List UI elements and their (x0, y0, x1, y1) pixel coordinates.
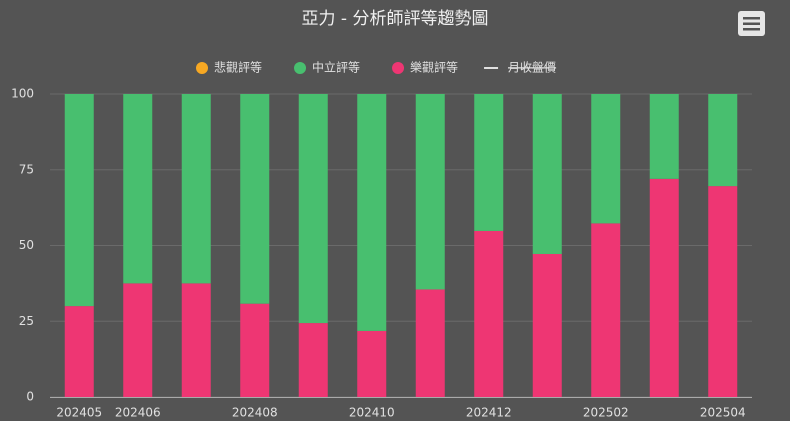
bar-segment (64, 94, 94, 307)
y-tick-label: 75 (19, 162, 34, 176)
bar-segment (415, 289, 445, 397)
x-tick-label: 202408 (232, 406, 278, 420)
bar-segment (532, 253, 562, 397)
x-tick-label: 202412 (466, 406, 512, 420)
legend-marker (392, 62, 405, 74)
x-tick-label: 202504 (700, 406, 746, 420)
bar-segment (123, 283, 153, 397)
x-tick-label: 202410 (349, 406, 395, 420)
bar-segment (357, 94, 387, 331)
bar-segment (240, 94, 270, 304)
bar-segment (415, 94, 445, 290)
y-tick-label: 0 (26, 390, 34, 404)
menu-line (743, 22, 760, 25)
legend-marker (294, 62, 307, 74)
legend-label[interactable]: 樂觀評等 (410, 60, 458, 75)
bar-segment (591, 94, 621, 224)
bar-segment (181, 94, 211, 284)
bar-segment (474, 94, 504, 231)
legend-label[interactable]: 悲觀評等 (214, 60, 262, 75)
menu-line (743, 17, 760, 20)
bar-segment (649, 178, 679, 397)
bar-segment (181, 283, 211, 397)
bar-segment (123, 94, 153, 284)
bar-segment (591, 223, 621, 397)
chart-title: 亞力 - 分析師評等趨勢圖 (302, 9, 489, 29)
bar-segment (64, 306, 94, 397)
x-tick-label: 202502 (583, 406, 629, 420)
legend-marker (196, 62, 208, 74)
x-tick-label: 202406 (115, 406, 161, 420)
bar-segment (357, 330, 387, 397)
bar-segment (298, 323, 328, 397)
bar-segment (649, 94, 679, 179)
menu-button[interactable] (738, 11, 765, 36)
x-tick-label: 202405 (56, 406, 102, 420)
legend-label[interactable]: 中立評等 (312, 60, 360, 75)
y-tick-label: 25 (19, 314, 34, 328)
bar-segment (298, 94, 328, 324)
bar-segment (240, 303, 270, 397)
bar-segment (708, 94, 738, 187)
y-tick-label: 50 (19, 238, 34, 252)
menu-line (743, 28, 760, 31)
bar-segment (532, 94, 562, 254)
bar-segment (708, 186, 738, 397)
bar-segment (474, 230, 504, 397)
y-tick-label: 100 (11, 87, 34, 101)
